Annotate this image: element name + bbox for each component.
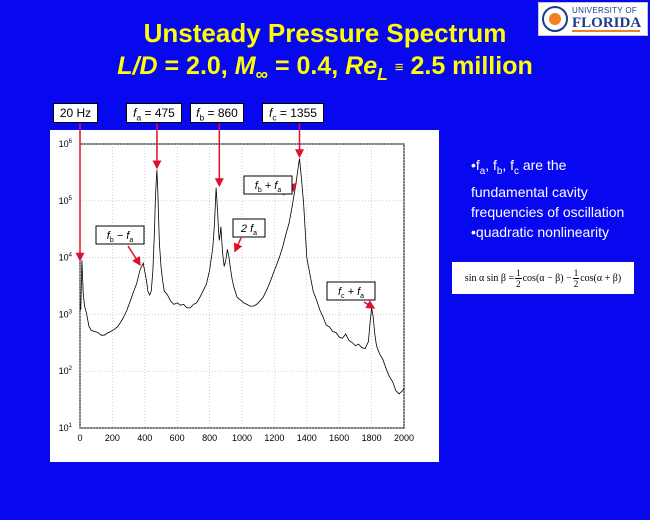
annotation-box bbox=[95, 225, 145, 245]
annotation-fc-plus-fa: fc + fa bbox=[326, 281, 376, 301]
x-tick-label: 1000 bbox=[232, 433, 252, 443]
university-logo: UNIVERSITY OF FLORIDA bbox=[538, 2, 648, 36]
annotation-label: fb − fa bbox=[107, 230, 134, 244]
annotation-fb-minus-fa: fb − fa bbox=[95, 225, 145, 245]
slide-title: Unsteady Pressure Spectrum bbox=[143, 18, 507, 48]
logo-divider bbox=[572, 30, 640, 32]
x-tick-label: 1200 bbox=[264, 433, 284, 443]
y-tick-label: 102 bbox=[59, 366, 73, 376]
x-tick-label: 400 bbox=[137, 433, 152, 443]
bullet-nonlinearity: •quadratic nonlinearity bbox=[471, 223, 609, 240]
x-tick-label: 2000 bbox=[394, 433, 414, 443]
title-ld: L/D bbox=[117, 52, 158, 80]
y-tick-label: 103 bbox=[59, 309, 73, 319]
title-re-sub: L bbox=[377, 64, 388, 84]
freq-box-20hz: 20 Hz bbox=[53, 103, 98, 123]
freq-box-fb: fb = 860 bbox=[190, 103, 244, 123]
university-seal-icon bbox=[542, 6, 568, 32]
logo-main-text: FLORIDA bbox=[572, 15, 642, 31]
x-tick-label: 1800 bbox=[362, 433, 382, 443]
arrow-2fa bbox=[234, 237, 243, 253]
title-part: = 0.4, bbox=[268, 52, 346, 80]
y-tick-label: 106 bbox=[59, 139, 73, 149]
y-tick-label: 105 bbox=[59, 196, 73, 206]
notes: •fa, fb, fc are the fundamental cavity f… bbox=[471, 155, 641, 242]
annotation-box bbox=[243, 175, 293, 195]
spectrum-line bbox=[80, 158, 405, 395]
annotation-box bbox=[232, 218, 266, 238]
y-tick-label: 101 bbox=[59, 423, 73, 433]
x-tick-label: 600 bbox=[170, 433, 185, 443]
annotation-fb-plus-fa: fb + fa bbox=[243, 175, 293, 195]
annotation-label: fb + fa bbox=[255, 180, 282, 194]
y-tick-label: 104 bbox=[59, 253, 73, 263]
title-re: Re bbox=[345, 52, 378, 80]
title-part: = 2.0, bbox=[157, 52, 235, 80]
annotation-2fa: 2 fa bbox=[232, 218, 266, 238]
title-m: M bbox=[234, 52, 256, 80]
x-tick-label: 200 bbox=[105, 433, 120, 443]
logo-top-text: UNIVERSITY OF bbox=[572, 6, 638, 15]
bullet-fundamental: •fa, fb, fc are the fundamental cavity f… bbox=[471, 157, 625, 220]
formula-lhs: sin α sin β = bbox=[464, 272, 515, 284]
freq-box-fa: fa = 475 bbox=[126, 103, 182, 123]
freq-box-fc: fc = 1355 bbox=[262, 103, 324, 123]
formula-term1: cos(α − β) − bbox=[522, 272, 572, 284]
annotation-label: 2 fa bbox=[240, 223, 257, 237]
annotation-box bbox=[326, 281, 376, 301]
formula-term2: cos(α + β) bbox=[580, 272, 622, 284]
title-m-sub: ∞ bbox=[255, 64, 268, 84]
arrow-fc+fa bbox=[363, 300, 376, 309]
x-tick-label: 1400 bbox=[297, 433, 317, 443]
title-part: 2.5 million bbox=[403, 52, 533, 80]
arrow-fb-fa bbox=[127, 245, 141, 266]
annotation-label: fc + fa bbox=[338, 286, 364, 300]
x-tick-label: 800 bbox=[202, 433, 217, 443]
x-tick-label: 0 bbox=[77, 433, 82, 443]
slide-subtitle: L/D = 2.0, M∞ = 0.4, ReL ≡ 2.5 million bbox=[0, 52, 650, 85]
x-tick-label: 1600 bbox=[329, 433, 349, 443]
title-equiv: ≡ bbox=[394, 58, 404, 76]
